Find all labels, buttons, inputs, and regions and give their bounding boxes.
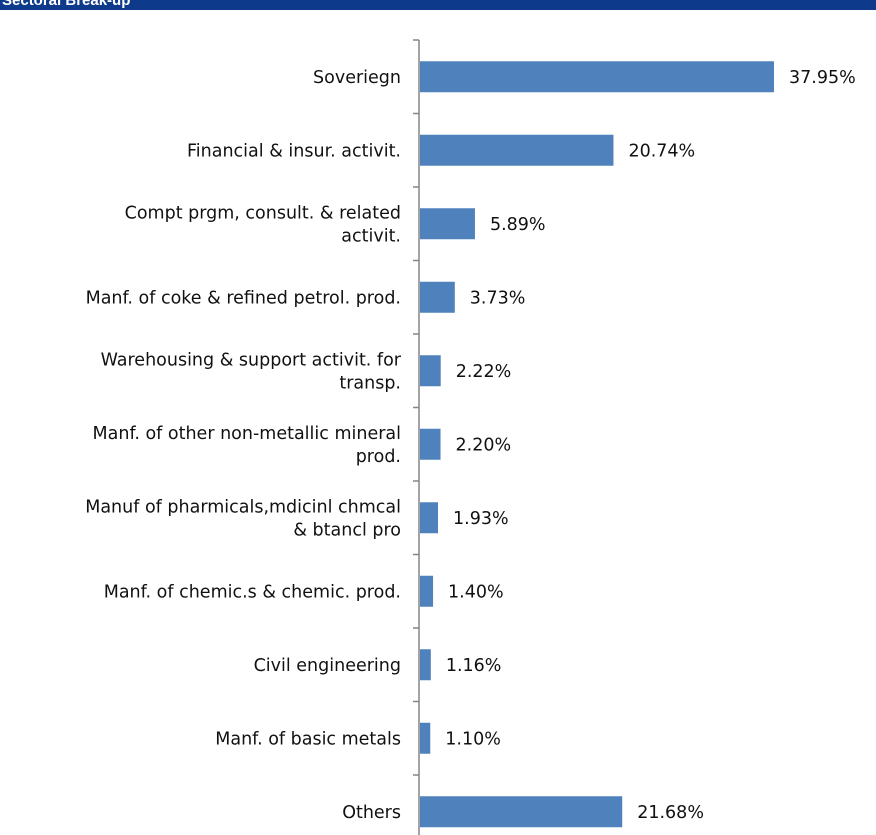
bar-value-label: 20.74% xyxy=(628,141,695,161)
category-label-line: Manf. of coke & refined petrol. prod. xyxy=(86,288,401,308)
category-label-line: Manuf of pharmicals,mdicinl chmcal xyxy=(85,497,401,517)
category-label-line: Others xyxy=(342,803,401,823)
chart-header-title: Sectoral Break-up xyxy=(2,0,131,9)
category-label: Manuf of pharmicals,mdicinl chmcal & btan… xyxy=(85,497,401,540)
bar-value-label: 5.89% xyxy=(490,215,546,235)
bar-value-label: 1.93% xyxy=(453,509,509,529)
category-label-line: activit. xyxy=(341,226,401,246)
category-label: Civil engineering xyxy=(254,656,401,676)
bar-value-label: 1.40% xyxy=(448,582,504,602)
bar-8 xyxy=(420,575,434,607)
header-band: Sectoral Break-up xyxy=(0,0,876,10)
bar-3 xyxy=(420,208,475,240)
category-label-line: & btancl pro xyxy=(293,520,401,540)
bar-6 xyxy=(420,428,441,460)
bar-10 xyxy=(420,722,431,754)
category-label: Manf. of basic metals xyxy=(215,729,401,749)
category-label: Soveriegn xyxy=(313,68,401,88)
category-label-line: Civil engineering xyxy=(254,656,401,676)
bar-4 xyxy=(420,281,455,313)
bar-value-label: 2.22% xyxy=(456,362,512,382)
bar-5 xyxy=(420,355,441,387)
bar-value-label: 21.68% xyxy=(637,803,704,823)
category-label-line: prod. xyxy=(356,447,401,467)
bar-value-label: 3.73% xyxy=(470,288,526,308)
category-label-line: Manf. of other non-metallic mineral xyxy=(93,424,401,444)
category-label-line: Compt prgm, consult. & related xyxy=(125,203,401,223)
bar-9 xyxy=(420,649,431,681)
category-label: Manf. of other non-metallic mineral prod. xyxy=(93,424,401,467)
bar-7 xyxy=(420,502,439,534)
category-label: Manf. of coke & refined petrol. prod. xyxy=(86,288,401,308)
category-label-line: Warehousing & support activit. for xyxy=(101,350,402,370)
category-label: Warehousing & support activit. for transp… xyxy=(101,350,402,393)
category-label-line: Manf. of basic metals xyxy=(215,729,401,749)
category-label: Manf. of chemic.s & chemic. prod. xyxy=(104,582,401,602)
bar-2 xyxy=(420,134,614,166)
bar-value-label: 37.95% xyxy=(789,68,856,88)
bar-1 xyxy=(420,61,774,93)
category-label-line: transp. xyxy=(339,373,401,393)
bar-value-label: 1.10% xyxy=(445,729,501,749)
bar-value-label: 2.20% xyxy=(456,435,512,455)
category-label: Financial & insur. activit. xyxy=(187,141,401,161)
category-label-line: Soveriegn xyxy=(313,68,401,88)
bar-11 xyxy=(420,796,623,828)
category-label: Compt prgm, consult. & related activit. xyxy=(125,203,401,246)
category-label: Others xyxy=(342,803,401,823)
bar-value-label: 1.16% xyxy=(446,656,502,676)
category-label-line: Financial & insur. activit. xyxy=(187,141,401,161)
category-label-line: Manf. of chemic.s & chemic. prod. xyxy=(104,582,401,602)
